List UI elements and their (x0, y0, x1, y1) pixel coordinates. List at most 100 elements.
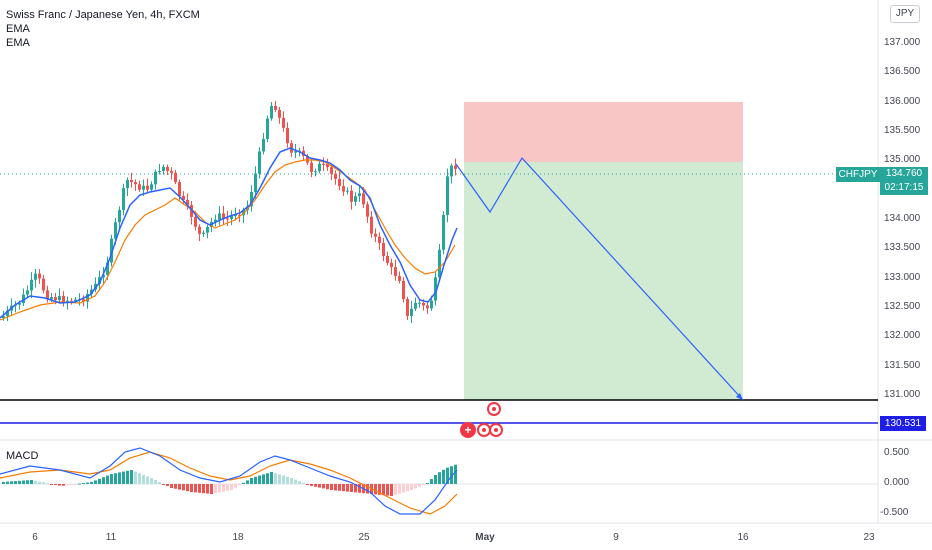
macd-histogram-bar (358, 484, 361, 493)
macd-histogram-bar (306, 484, 309, 485)
candle-body (414, 302, 417, 309)
macd-histogram-bar (186, 484, 189, 492)
candle-body (266, 118, 269, 139)
macd-histogram-bar (6, 481, 9, 484)
alert-icon[interactable] (487, 402, 501, 416)
candle-body (154, 171, 157, 185)
macd-histogram-bar (414, 484, 417, 489)
candle-body (430, 300, 433, 309)
alert-icon[interactable] (489, 423, 503, 437)
macd-histogram-bar (426, 483, 429, 484)
macd-histogram-bar (454, 464, 457, 484)
symbol-title[interactable]: Swiss Franc / Japanese Yen, 4h, FXCM (6, 9, 200, 21)
candle-body (254, 173, 257, 193)
candle-body (434, 277, 437, 301)
candle-body (214, 219, 217, 223)
macd-histogram-bar (74, 484, 77, 485)
take-profit-zone[interactable] (464, 162, 743, 400)
candle-body (362, 193, 365, 205)
macd-histogram-bar (314, 484, 317, 487)
ema-indicator-label-2[interactable]: EMA (6, 37, 30, 49)
macd-histogram-bar (446, 467, 449, 484)
candle-body (170, 170, 173, 173)
candle-body (54, 297, 57, 301)
candle-body (190, 205, 193, 217)
candle-body (282, 117, 285, 128)
macd-histogram-bar (22, 480, 25, 484)
alert-icon[interactable] (477, 423, 491, 437)
candle-body (230, 215, 233, 219)
macd-histogram-bar (202, 484, 205, 494)
projection-arrow (736, 393, 743, 400)
macd-histogram-bar (218, 484, 221, 493)
macd-histogram-bar (226, 484, 229, 491)
projection-path[interactable] (455, 156, 744, 401)
candle-body (134, 182, 137, 185)
candle-body (70, 300, 73, 302)
candle-body (270, 105, 273, 119)
macd-histogram (2, 464, 457, 496)
add-order-plus-icon[interactable]: + (460, 422, 476, 438)
price-axis-label: 132.000 (884, 330, 921, 341)
macd-histogram-bar (442, 469, 445, 484)
macd-histogram-bar (110, 474, 113, 484)
candle-body (122, 188, 125, 210)
last-price-value: 134.760 (885, 168, 923, 179)
time-axis-label: 23 (863, 532, 875, 543)
candle-body (186, 199, 189, 206)
price-axis-label: 137.000 (884, 37, 921, 48)
candle-body (146, 185, 149, 190)
candle-body (30, 279, 33, 291)
macd-histogram-bar (178, 484, 181, 490)
candle-body (150, 184, 153, 190)
macd-histogram-bar (222, 484, 225, 492)
macd-histogram-bar (238, 484, 241, 486)
candle-body (58, 295, 61, 301)
macd-histogram-bar (14, 481, 17, 484)
macd-histogram-bar (250, 478, 253, 484)
stop-loss-zone[interactable] (464, 102, 743, 162)
macd-histogram-bar (286, 476, 289, 484)
candle-body (206, 226, 209, 233)
candle-body (110, 238, 113, 263)
candle-body (38, 273, 41, 279)
macd-indicator-label[interactable]: MACD (6, 450, 39, 462)
macd-axis-label: -0.500 (880, 507, 909, 518)
price-axis-label: 135.000 (884, 154, 921, 165)
price-axis-label: 133.500 (884, 242, 921, 253)
macd-histogram-bar (330, 484, 333, 490)
candle-body (330, 167, 333, 174)
macd-histogram-bar (34, 480, 37, 484)
macd-histogram-bar (230, 484, 233, 490)
candle-body (166, 166, 169, 171)
price-axis-label: 135.500 (884, 125, 921, 136)
time-axis-label: 9 (613, 532, 619, 543)
candle-body (218, 213, 221, 220)
candle-body (174, 172, 177, 183)
macd-histogram-bar (58, 484, 61, 486)
macd-histogram-bar (190, 484, 193, 492)
ema-indicator-label-1[interactable]: EMA (6, 23, 30, 35)
candle-body (338, 178, 341, 187)
macd-histogram-bar (194, 484, 197, 493)
macd-histogram-bar (206, 484, 209, 494)
price-axis-label: 136.000 (884, 96, 921, 107)
macd-histogram-bar (10, 481, 13, 484)
macd-histogram-bar (142, 474, 145, 484)
macd-histogram-bar (294, 479, 297, 484)
macd-histogram-bar (146, 476, 149, 484)
candle-body (198, 226, 201, 234)
macd-histogram-bar (366, 484, 369, 494)
candle-body (42, 278, 45, 291)
time-axis-label: 11 (105, 532, 117, 543)
macd-histogram-bar (182, 484, 185, 491)
candle-body (90, 289, 93, 294)
candle-body (374, 233, 377, 237)
macd-histogram-bar (322, 484, 325, 489)
candle-body (2, 316, 5, 318)
candle-body (50, 297, 53, 300)
candle-body (6, 310, 9, 317)
currency-badge[interactable]: JPY (890, 5, 920, 23)
